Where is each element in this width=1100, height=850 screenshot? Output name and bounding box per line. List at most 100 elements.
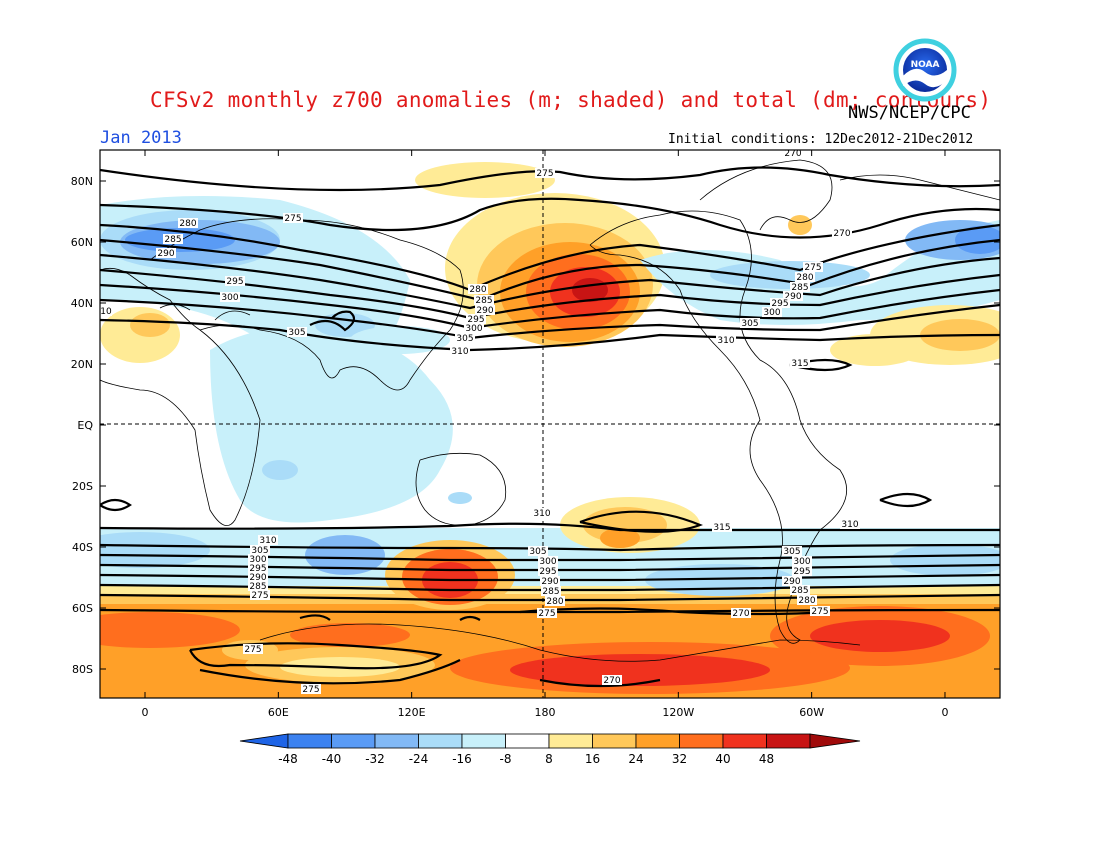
colorbar-swatch — [287, 733, 332, 749]
contour-label: 305 — [287, 327, 307, 338]
svg-text:285: 285 — [542, 587, 559, 597]
lat-label: 40S — [72, 541, 93, 554]
svg-text:295: 295 — [793, 567, 810, 577]
contour-label: 10 — [100, 306, 112, 317]
lat-label: 60S — [72, 602, 93, 615]
svg-text:290: 290 — [476, 306, 493, 316]
colorbar-label: -16 — [452, 752, 472, 766]
svg-text:300: 300 — [221, 293, 238, 303]
lon-label: 180 — [534, 706, 555, 719]
contour-label: 275 — [810, 606, 830, 617]
lon-label: 60E — [268, 706, 289, 719]
svg-text:280: 280 — [546, 597, 563, 607]
svg-text:290: 290 — [784, 292, 801, 302]
contour-label: 275 — [301, 684, 321, 695]
contour-label: 270 — [731, 608, 751, 619]
contour-label: 310 — [840, 519, 860, 530]
svg-text:305: 305 — [783, 547, 800, 557]
colorbar: -48 -40 -32 -24 -16 -8 8 16 24 32 40 48 — [239, 733, 861, 766]
contour-label: 310 — [258, 535, 278, 546]
contour-label: 315 — [790, 358, 810, 369]
contour-label: 280 — [797, 595, 817, 606]
reference-gridlines — [100, 150, 1000, 698]
svg-text:285: 285 — [475, 296, 492, 306]
colorbar-swatch — [635, 733, 680, 749]
svg-text:275: 275 — [804, 263, 821, 273]
contour-label: 305 — [782, 546, 802, 557]
contour-label: 290 — [156, 248, 176, 259]
svg-text:280: 280 — [179, 219, 196, 229]
svg-text:310: 310 — [717, 336, 734, 346]
colorbar-label: -32 — [365, 752, 385, 766]
colorbar-swatch — [331, 733, 376, 749]
colorbar-swatch — [592, 733, 637, 749]
contour-label: 300 — [538, 556, 558, 567]
svg-text:275: 275 — [251, 591, 268, 601]
contour-label: 275 — [283, 213, 303, 224]
svg-text:300: 300 — [249, 555, 266, 565]
svg-text:290: 290 — [249, 573, 266, 583]
colorbar-swatch — [461, 733, 506, 749]
svg-text:275: 275 — [284, 214, 301, 224]
contour-label: 290 — [248, 572, 268, 583]
colorbar-label: 16 — [585, 752, 600, 766]
svg-text:295: 295 — [771, 299, 788, 309]
contour-label: 305 — [528, 546, 548, 557]
colorbar-swatch — [548, 733, 593, 749]
colorbar-max-arrow — [809, 733, 861, 749]
svg-text:275: 275 — [811, 607, 828, 617]
map-frame — [99, 149, 1001, 699]
lat-label: EQ — [77, 419, 93, 432]
svg-text:285: 285 — [791, 586, 808, 596]
svg-text:290: 290 — [157, 249, 174, 259]
contour-label: 275 — [803, 262, 823, 273]
lat-label: 40N — [71, 297, 93, 310]
svg-text:285: 285 — [164, 235, 181, 245]
contour-label: 275 — [535, 168, 555, 179]
svg-text:300: 300 — [793, 557, 810, 567]
svg-text:310: 310 — [259, 536, 276, 546]
lon-label: 120W — [662, 706, 694, 719]
colorbar-swatch — [418, 733, 463, 749]
svg-text:305: 305 — [529, 547, 546, 557]
contour-label: 305 — [740, 318, 760, 329]
svg-text:285: 285 — [249, 582, 266, 592]
svg-text:285: 285 — [791, 283, 808, 293]
svg-text:305: 305 — [288, 328, 305, 338]
svg-text:315: 315 — [713, 523, 730, 533]
initial-conditions: Initial conditions: 12Dec2012-21Dec2012 — [668, 132, 974, 147]
forecast-period: Jan 2013 — [100, 128, 182, 148]
svg-text:295: 295 — [467, 315, 484, 325]
contour-label: 280 — [178, 218, 198, 229]
svg-text:275: 275 — [244, 645, 261, 655]
contour-label: 295 — [792, 566, 812, 577]
svg-text:270: 270 — [784, 149, 801, 159]
contour-label: 300 — [248, 554, 268, 565]
contour-labels-sh: 310 315 310 310 305 300 295 290 285 275 … — [243, 508, 860, 695]
svg-text:295: 295 — [249, 564, 266, 574]
svg-text:300: 300 — [763, 308, 780, 318]
svg-text:290: 290 — [783, 577, 800, 587]
contour-label: 285 — [790, 282, 810, 293]
longitude-axis: 0 60E 120E 180 120W 60W 0 — [142, 150, 948, 719]
chart-title: CFSv2 monthly z700 anomalies (m; shaded)… — [150, 88, 992, 112]
contour-label: 310 — [450, 346, 470, 357]
svg-text:280: 280 — [798, 596, 815, 606]
colorbar-label: -40 — [322, 752, 342, 766]
contour-label: 270 — [783, 148, 803, 159]
colorbar-swatch — [679, 733, 724, 749]
svg-text:315: 315 — [791, 359, 808, 369]
contour-label: 310 — [716, 335, 736, 346]
colorbar-swatch — [374, 733, 419, 749]
svg-text:310: 310 — [533, 509, 550, 519]
lat-label: 20S — [72, 480, 93, 493]
colorbar-label: -8 — [500, 752, 512, 766]
svg-text:275: 275 — [538, 609, 555, 619]
noaa-logo: NOAA — [893, 38, 957, 102]
contour-label: 295 — [538, 566, 558, 577]
contour-label: 290 — [782, 576, 802, 587]
colorbar-swatch — [766, 733, 811, 749]
agency-label: NWS/NCEP/CPC — [848, 103, 971, 123]
plateau-contour — [309, 310, 356, 332]
